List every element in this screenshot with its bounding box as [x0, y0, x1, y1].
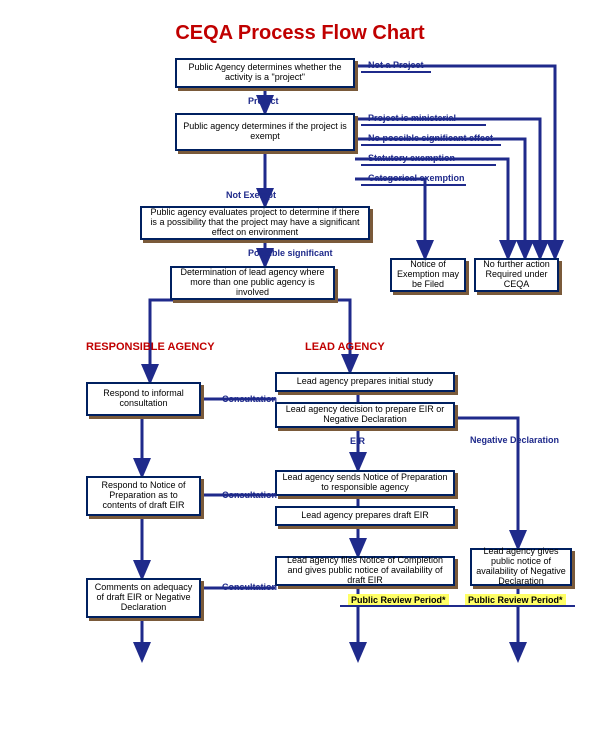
- edge-label-consult2: Consultation: [222, 490, 277, 500]
- edge-label-categorical: Categorical exemption: [368, 173, 465, 183]
- flow-box-b2: Public agency determines if the project …: [175, 113, 355, 151]
- flow-box-r1: Respond to informal consultation: [86, 382, 201, 416]
- flow-box-b1: Public Agency determines whether the act…: [175, 58, 355, 88]
- edge-label-statutory: Statutory exemption: [368, 153, 455, 163]
- flow-box-r3: Comments on adequacy of draft EIR or Neg…: [86, 578, 201, 618]
- edge-label-possible_sig: Possible significant: [248, 248, 333, 258]
- chart-title: CEQA Process Flow Chart: [0, 22, 600, 45]
- underline: [361, 124, 486, 126]
- underline: [460, 605, 575, 607]
- flow-box-r2: Respond to Notice of Preparation as to c…: [86, 476, 201, 516]
- section-label-lead: LEAD AGENCY: [305, 341, 385, 353]
- edge-label-eir: EIR: [350, 436, 365, 446]
- edge-label-not_project: Not a Project: [368, 60, 424, 70]
- underline: [361, 144, 501, 146]
- flow-box-nd: Lead agency gives public notice of avail…: [470, 548, 572, 586]
- edge-label-not_exempt: Not Exempt: [226, 190, 276, 200]
- connector: [285, 300, 350, 372]
- edge-label-consult3: Consultation: [222, 582, 277, 592]
- underline: [361, 184, 466, 186]
- edge-label-no_effect: No possible significant effect: [368, 133, 493, 143]
- flow-box-b6: No further action Required under CEQA: [474, 258, 559, 292]
- underline: [361, 71, 431, 73]
- flow-box-l2: Lead agency decision to prepare EIR or N…: [275, 402, 455, 428]
- underline: [340, 605, 460, 607]
- edge-label-ministerial: Project is ministerial: [368, 113, 456, 123]
- flow-box-b5: Notice of Exemption may be Filed: [390, 258, 466, 292]
- section-label-responsible: RESPONSIBLE AGENCY: [86, 341, 215, 353]
- edge-label-project: Project: [248, 96, 279, 106]
- flow-box-l5: Lead agency files Notice of Completion a…: [275, 556, 455, 586]
- underline: [361, 164, 496, 166]
- flow-box-b4: Determination of lead agency where more …: [170, 266, 335, 300]
- flow-box-l1: Lead agency prepares initial study: [275, 372, 455, 392]
- flow-box-l4: Lead agency prepares draft EIR: [275, 506, 455, 526]
- edge-label-neg_decl: Negative Declaration: [470, 435, 559, 445]
- flow-box-b3: Public agency evaluates project to deter…: [140, 206, 370, 240]
- flow-box-l3: Lead agency sends Notice of Preparation …: [275, 470, 455, 496]
- edge-label-consult1: Consultation: [222, 394, 277, 404]
